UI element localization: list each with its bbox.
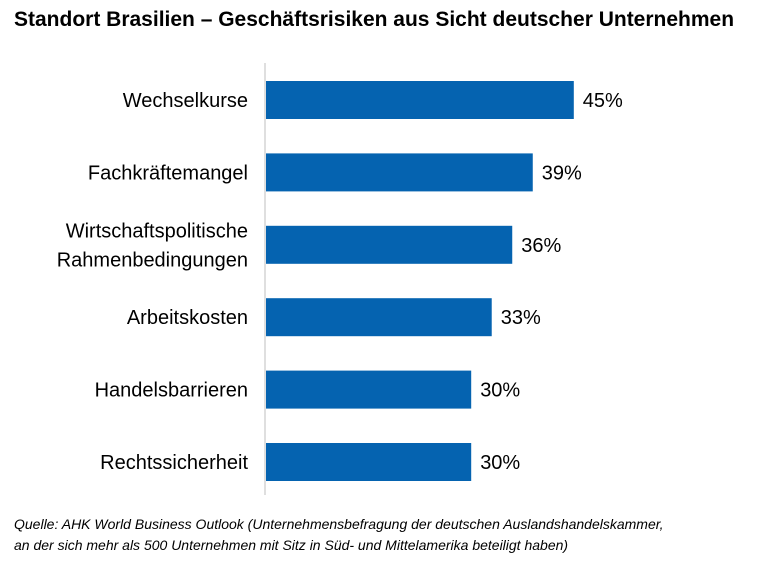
category-label: Wirtschaftspolitische: [66, 220, 248, 242]
data-label: 45%: [583, 90, 623, 112]
bar-chart: 45% Wechselkurse 39% Fachkräftemangel 36% Wir…: [57, 63, 623, 495]
bar: [266, 443, 472, 481]
bar: [266, 153, 533, 192]
data-label: 30%: [480, 452, 520, 474]
bar: [266, 225, 513, 264]
data-label: 33%: [501, 307, 541, 329]
category-label: Rechtssicherheit: [100, 452, 248, 474]
bar: [266, 81, 574, 119]
data-label: 39%: [542, 162, 582, 184]
category-label: Arbeitskosten: [127, 307, 248, 329]
data-label: 30%: [480, 380, 520, 402]
source-line-2: an der sich mehr als 500 Unternehmen mit…: [14, 537, 569, 553]
category-label: Handelsbarrieren: [95, 380, 248, 402]
chart-title: Standort Brasilien – Geschäftsrisiken au…: [14, 8, 735, 31]
bar: [266, 370, 472, 409]
category-label: Fachkräftemangel: [88, 162, 248, 184]
bar: [266, 298, 492, 337]
source-note: Quelle: AHK World Business Outlook (Unte…: [14, 514, 774, 556]
category-label: Rahmenbedingungen: [57, 249, 248, 271]
source-line-1: Quelle: AHK World Business Outlook (Unte…: [14, 516, 664, 532]
data-label: 36%: [521, 235, 561, 257]
category-label: Wechselkurse: [123, 90, 248, 112]
